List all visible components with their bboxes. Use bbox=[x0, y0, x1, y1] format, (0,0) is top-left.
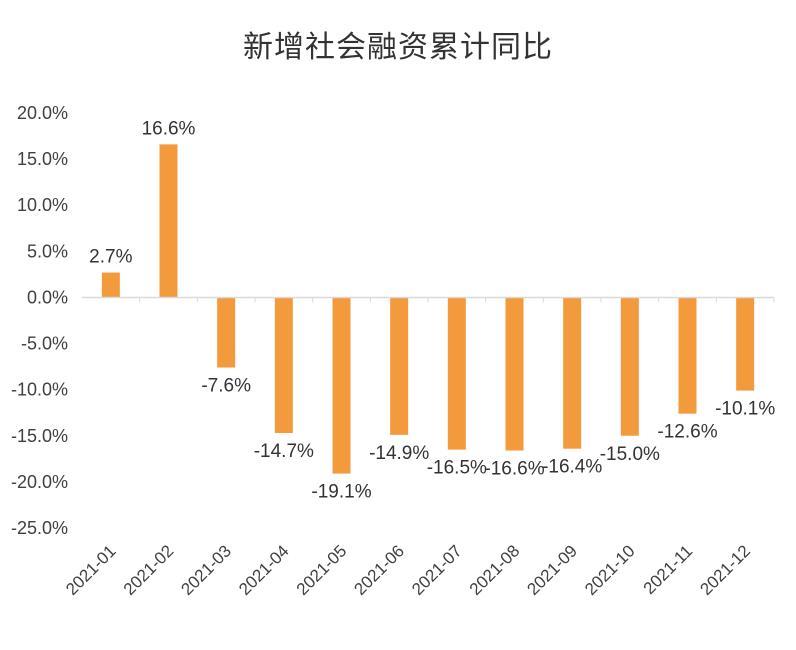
y-tick-label: -15.0% bbox=[11, 426, 68, 446]
x-tick-label: 2021-10 bbox=[581, 541, 639, 599]
x-tick-label: 2021-09 bbox=[523, 541, 581, 599]
bar bbox=[563, 297, 582, 449]
chart-title: 新增社会融资累计同比 bbox=[243, 30, 553, 65]
bar bbox=[505, 297, 524, 451]
data-label: 2.7% bbox=[89, 247, 132, 268]
y-tick-label: -20.0% bbox=[11, 472, 68, 492]
data-labels: 2.7%16.6%-7.6%-14.7%-19.1%-14.9%-16.5%-1… bbox=[89, 118, 775, 502]
data-label: -10.1% bbox=[715, 399, 775, 420]
y-tick-label: 5.0% bbox=[27, 241, 68, 261]
data-label: -16.5% bbox=[427, 458, 487, 479]
x-tick-label: 2021-06 bbox=[350, 541, 408, 599]
data-label: 16.6% bbox=[142, 118, 196, 139]
bar bbox=[447, 297, 466, 450]
data-label: -19.1% bbox=[311, 482, 371, 503]
bar bbox=[332, 297, 351, 474]
y-axis-ticks: 20.0% 15.0% 10.0% 5.0% 0.0% -5.0% -10.0% -15.0%… bbox=[11, 103, 68, 538]
y-tick-label: -25.0% bbox=[11, 518, 68, 538]
x-tick-label: 2021-05 bbox=[293, 541, 351, 599]
data-label: -14.9% bbox=[369, 443, 429, 464]
y-tick-label: 15.0% bbox=[17, 149, 68, 169]
data-label: -12.6% bbox=[657, 422, 717, 443]
bars bbox=[101, 144, 775, 474]
x-tick-label: 2021-11 bbox=[640, 541, 697, 598]
bar bbox=[620, 297, 639, 436]
y-tick-label: 20.0% bbox=[17, 103, 68, 123]
data-label: -14.7% bbox=[254, 441, 314, 462]
y-tick-label: -10.0% bbox=[11, 380, 68, 400]
x-axis-ticks: 2021-01 2021-02 2021-03 2021-04 2021-05 2021-… bbox=[62, 541, 754, 599]
bar bbox=[736, 297, 755, 391]
x-tick-label: 2021-02 bbox=[120, 541, 178, 599]
bar bbox=[159, 144, 178, 298]
data-label: -7.6% bbox=[201, 376, 251, 397]
data-label: -16.6% bbox=[484, 459, 544, 480]
y-tick-label: 10.0% bbox=[17, 195, 68, 215]
bar bbox=[217, 297, 236, 368]
x-tick-label: 2021-01 bbox=[62, 541, 120, 599]
bar bbox=[390, 297, 409, 435]
x-tick-label: 2021-07 bbox=[408, 541, 466, 599]
bar bbox=[101, 272, 120, 298]
x-tick-label: 2021-08 bbox=[466, 541, 524, 599]
x-tick-label: 2021-12 bbox=[696, 541, 754, 599]
bar bbox=[274, 297, 293, 434]
bar bbox=[678, 297, 697, 414]
x-tick-label: 2021-03 bbox=[177, 541, 235, 599]
x-tick-label: 2021-04 bbox=[235, 541, 293, 599]
y-tick-label: -5.0% bbox=[21, 334, 68, 354]
data-label: -15.0% bbox=[600, 444, 660, 465]
y-tick-label: 0.0% bbox=[27, 287, 68, 307]
data-label: -16.4% bbox=[542, 457, 602, 478]
